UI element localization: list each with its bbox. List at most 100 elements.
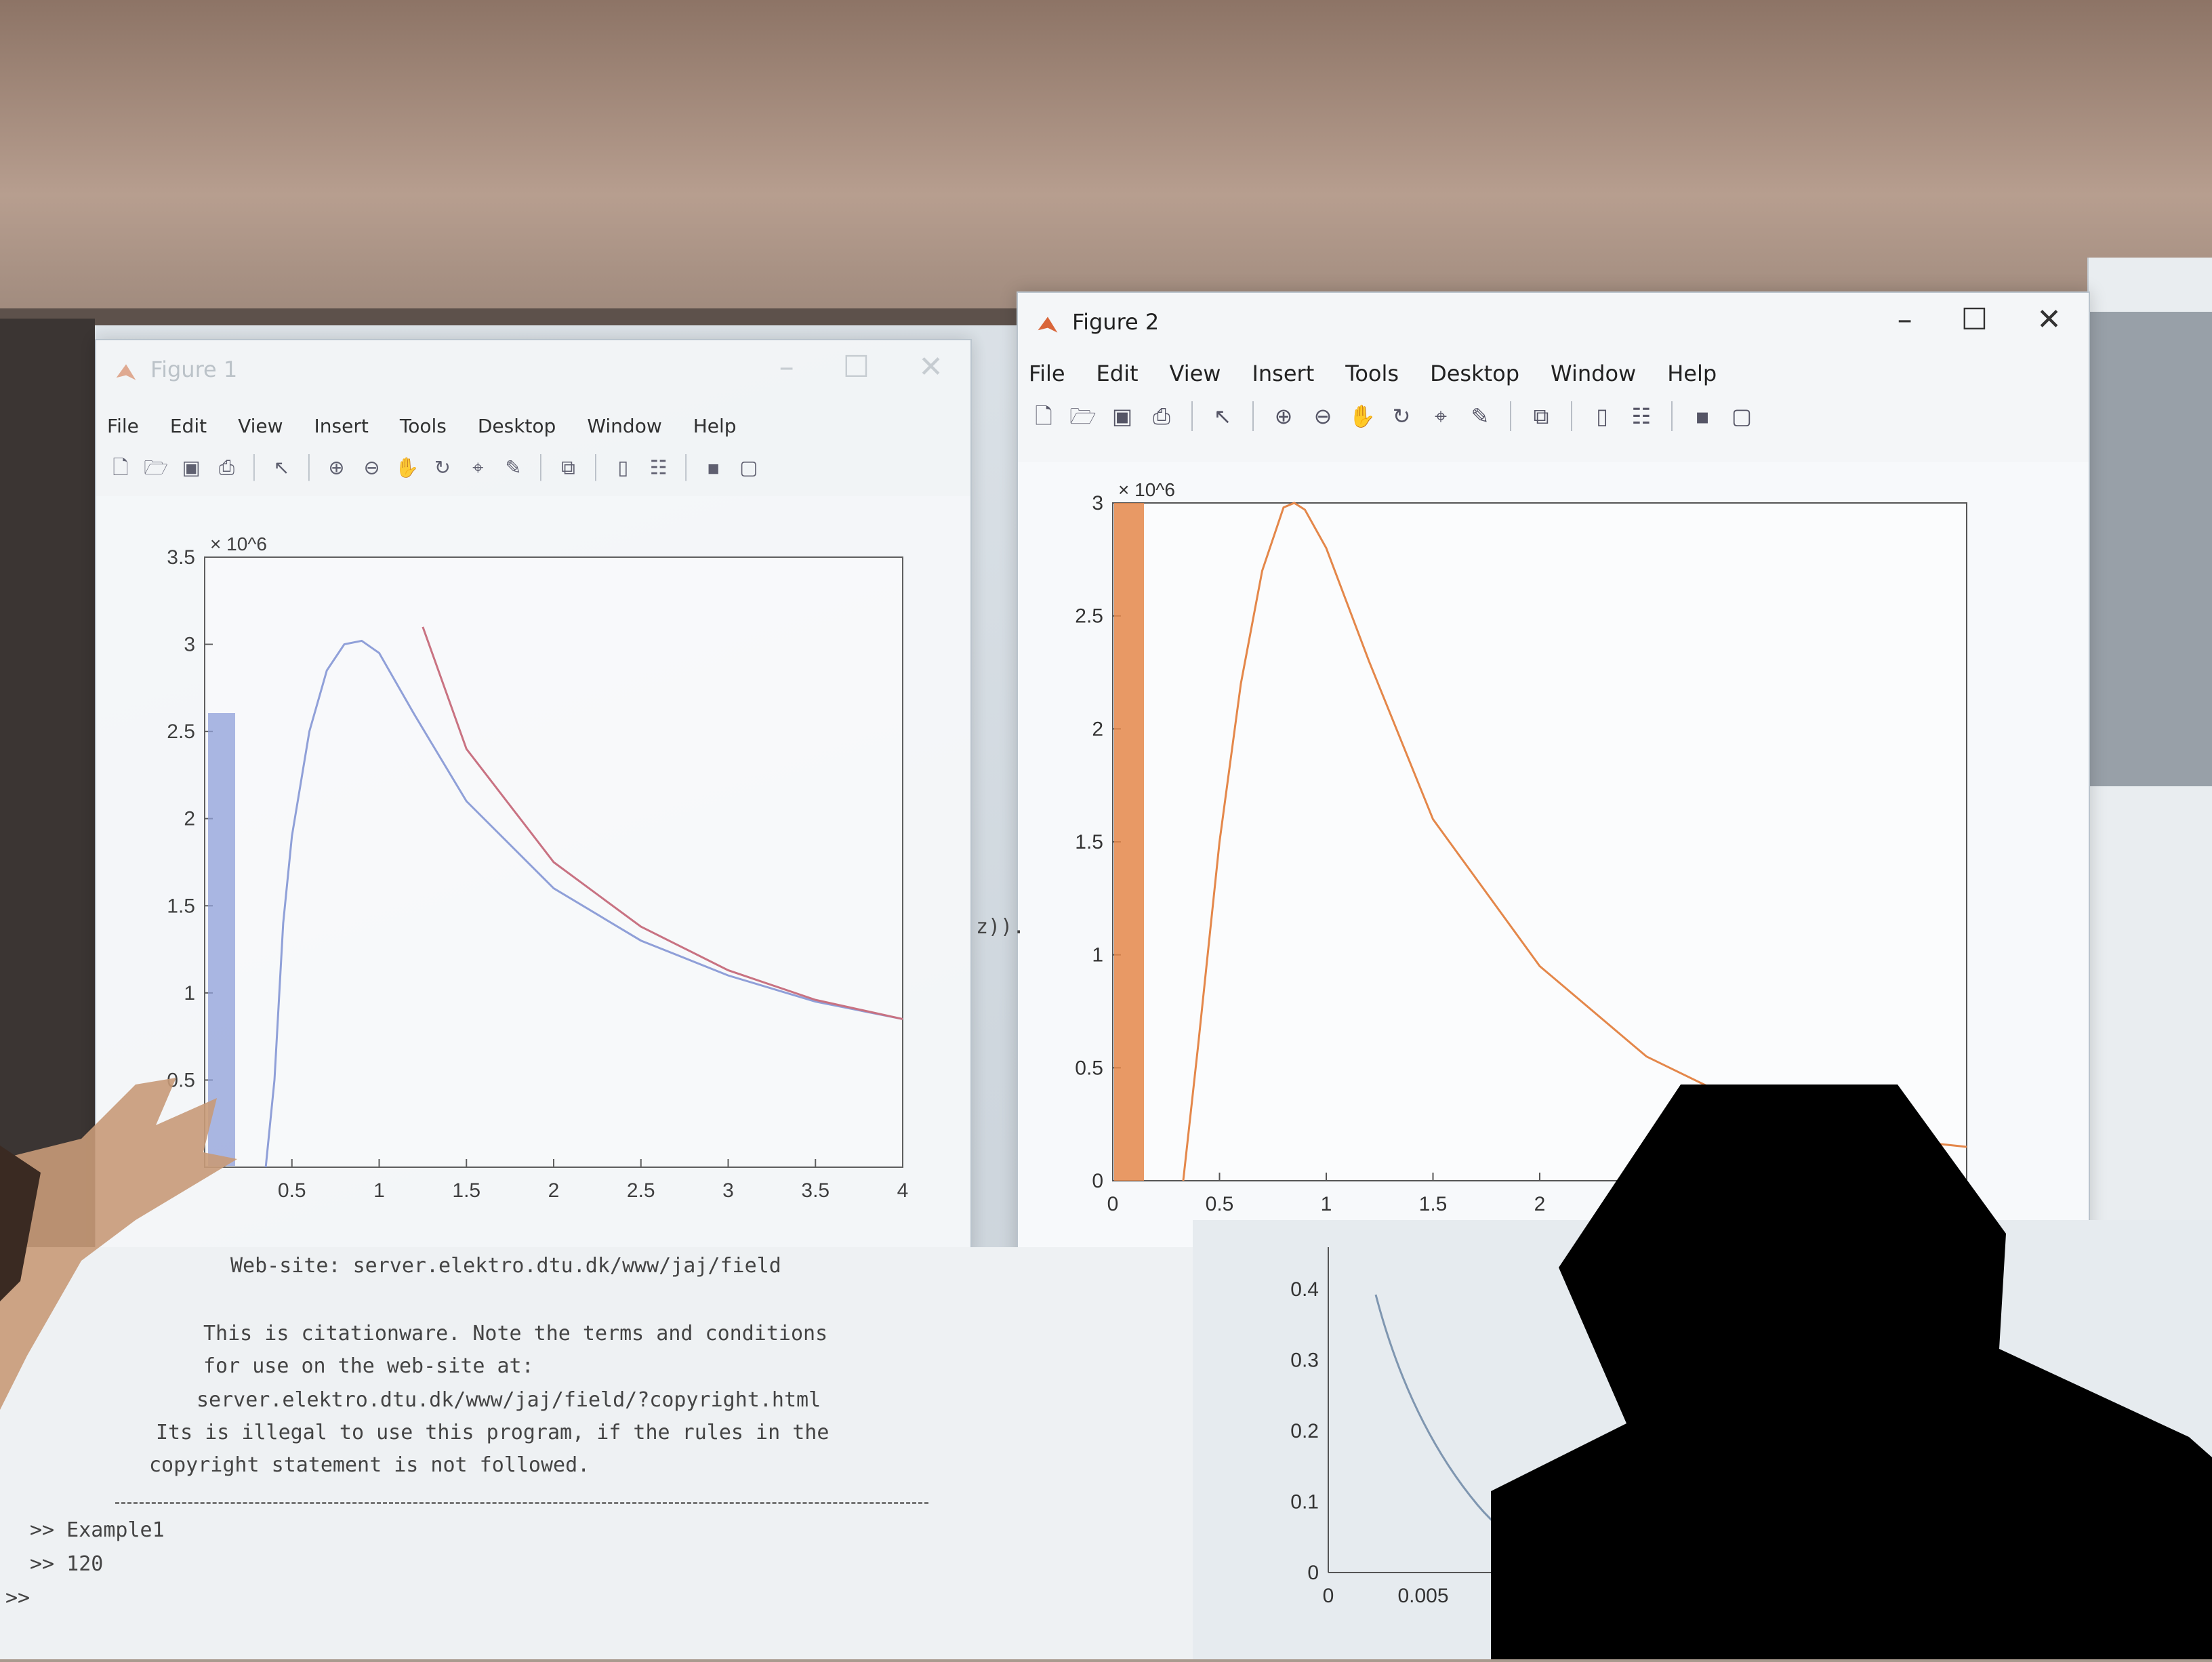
menu-insert[interactable]: Insert	[1252, 361, 1315, 386]
menu-edit[interactable]: Edit	[169, 415, 207, 437]
menu-file[interactable]: File	[1029, 361, 1065, 386]
brush-icon[interactable]: ✎	[505, 455, 522, 479]
x-tick-label: 2.5	[627, 1179, 655, 1202]
close-icon[interactable]: ✕	[918, 350, 943, 384]
pointer-icon[interactable]: ↖	[273, 455, 290, 479]
series-line	[422, 626, 903, 1020]
toolbar-separator	[1671, 401, 1673, 431]
y-tick-label: 0.5	[1075, 1057, 1103, 1079]
y-tick-label: 3.5	[167, 546, 195, 569]
new-file-icon[interactable]: 🗋	[112, 455, 129, 479]
y-tick-label: 2	[1092, 718, 1103, 740]
menu-help[interactable]: Help	[1667, 361, 1717, 386]
matlab-logo-icon	[116, 364, 136, 380]
y-tick-label: 3	[1092, 492, 1103, 514]
figure-2-window[interactable]: Figure 2 – ☐ ✕ File Edit View Insert Too…	[1017, 291, 2090, 1263]
show-plot-tools-icon[interactable]: ▢	[1731, 403, 1753, 429]
x-tick-label: 0	[1107, 1193, 1119, 1215]
oscillation-band	[1114, 503, 1144, 1181]
menu-tools[interactable]: Tools	[399, 415, 447, 437]
menu-edit[interactable]: Edit	[1096, 361, 1139, 386]
maximize-icon[interactable]: ☐	[1961, 302, 1988, 337]
figure-1-plot-area[interactable]: 0.5 1 1.5 2 2.5 3 3.5 4 0.5 1 1.5 2 2.5 3 3.5 × 10^6	[96, 496, 970, 1255]
menu-desktop[interactable]: Desktop	[477, 415, 556, 437]
rotate-3d-icon[interactable]: ↻	[1392, 403, 1411, 429]
background-window-strip	[2089, 312, 2212, 786]
pointer-icon[interactable]: ↖	[1213, 403, 1232, 429]
zoom-in-icon[interactable]: ⊕	[1274, 403, 1293, 429]
link-plot-icon[interactable]: ⧉	[561, 455, 575, 479]
figure-2-title: Figure 2	[1072, 309, 1160, 335]
colorbar-icon[interactable]: ▯	[617, 455, 629, 479]
legend-icon[interactable]: ☷	[1631, 403, 1652, 429]
toolbar-separator	[1252, 401, 1254, 431]
rotate-3d-icon[interactable]: ↻	[434, 455, 451, 479]
command-window[interactable]: Web-site: server.elektro.dtu.dk/www/jaj/…	[0, 1247, 1193, 1659]
menu-view[interactable]: View	[238, 415, 283, 437]
console-banner-border	[115, 1502, 928, 1504]
show-plot-tools-icon[interactable]: ▢	[739, 455, 758, 479]
menu-tools[interactable]: Tools	[1345, 361, 1399, 386]
figure-1-menubar: File Edit View Insert Tools Desktop Wind…	[107, 415, 737, 437]
x-tick-label: 1.5	[452, 1179, 480, 1202]
figure-2-toolbar: 🗋 🗁 ▣ ⎙ ↖ ⊕ ⊖ ✋ ↻ ⌖ ✎ ⧉ ▯ ☷ ▪ ▢	[1029, 401, 1757, 431]
toolbar-separator	[1510, 401, 1511, 431]
figure-2-titlebar[interactable]: Figure 2 – ☐ ✕	[1018, 293, 2089, 358]
minimize-icon[interactable]: –	[779, 350, 794, 384]
open-folder-icon[interactable]: 🗁	[1069, 403, 1097, 429]
data-cursor-icon[interactable]: ⌖	[472, 455, 484, 479]
zoom-out-icon[interactable]: ⊖	[363, 455, 380, 479]
brush-icon[interactable]: ✎	[1471, 403, 1490, 429]
x-tick-label: 0.5	[1206, 1193, 1234, 1215]
x-tick-label: 0.5	[278, 1179, 306, 1202]
toolbar-separator	[1571, 401, 1572, 431]
figure-1-window[interactable]: Figure 1 – ☐ ✕ File Edit View Insert Too…	[95, 339, 972, 1257]
link-plot-icon[interactable]: ⧉	[1533, 403, 1549, 429]
menu-help[interactable]: Help	[693, 415, 737, 437]
x-tick-label: 3	[722, 1179, 734, 1202]
zoom-out-icon[interactable]: ⊖	[1313, 403, 1332, 429]
open-folder-icon[interactable]: 🗁	[144, 455, 168, 479]
axis-exponent-label: × 10^6	[210, 533, 267, 554]
hide-plot-tools-icon[interactable]: ▪	[706, 455, 720, 479]
figure-1-title: Figure 1	[150, 357, 238, 382]
legend-icon[interactable]: ☷	[649, 455, 668, 479]
menu-window[interactable]: Window	[1551, 361, 1637, 386]
toolbar-separator	[308, 454, 310, 481]
toolbar-separator	[1191, 401, 1193, 431]
menu-window[interactable]: Window	[587, 415, 662, 437]
y-tick-label: 1.5	[1075, 831, 1103, 853]
console-banner-line: Its is illegal to use this program, if t…	[156, 1421, 830, 1444]
menu-insert[interactable]: Insert	[314, 415, 369, 437]
close-icon[interactable]: ✕	[2036, 302, 2062, 337]
console-prompt[interactable]: >>	[5, 1586, 30, 1610]
figure-2-menubar: File Edit View Insert Tools Desktop Wind…	[1029, 361, 1717, 386]
print-icon[interactable]: ⎙	[1153, 403, 1170, 429]
save-icon[interactable]: ▣	[182, 455, 201, 479]
print-icon[interactable]: ⎙	[218, 455, 234, 479]
menu-view[interactable]: View	[1169, 361, 1221, 386]
figure-1-chart[interactable]: 0.5 1 1.5 2 2.5 3 3.5 40.511.522.533.5× 10^6	[96, 496, 970, 1255]
figure-2-chart[interactable]: 0 0.5 1 1.5 2 0 0.5 1 1.5 2 2.5 3 × 10^6	[1018, 462, 2089, 1262]
figure-1-titlebar[interactable]: Figure 1 – ☐ ✕	[96, 340, 970, 405]
menu-desktop[interactable]: Desktop	[1430, 361, 1520, 386]
minimize-icon[interactable]: –	[1897, 302, 1912, 337]
axis-exponent-label: × 10^6	[1118, 479, 1175, 500]
zoom-in-icon[interactable]: ⊕	[328, 455, 345, 479]
x-tick-label: 1.5	[1419, 1193, 1448, 1215]
save-icon[interactable]: ▣	[1111, 403, 1133, 429]
pan-hand-icon[interactable]: ✋	[1349, 403, 1376, 429]
y-tick-label: 1	[184, 982, 195, 1005]
x-tick-label: 0.005	[1397, 1585, 1448, 1607]
data-cursor-icon[interactable]: ⌖	[1434, 403, 1448, 429]
console-history-line: >> 120	[30, 1552, 104, 1576]
background-window-right	[2087, 258, 2212, 1342]
colorbar-icon[interactable]: ▯	[1596, 403, 1608, 429]
pan-hand-icon[interactable]: ✋	[394, 455, 419, 479]
maximize-icon[interactable]: ☐	[842, 350, 870, 384]
hide-plot-tools-icon[interactable]: ▪	[1695, 403, 1710, 429]
new-file-icon[interactable]: 🗋	[1035, 403, 1052, 429]
audience-silhouette	[1491, 1085, 2212, 1659]
menu-file[interactable]: File	[107, 415, 139, 437]
series-line	[1182, 502, 1967, 1181]
